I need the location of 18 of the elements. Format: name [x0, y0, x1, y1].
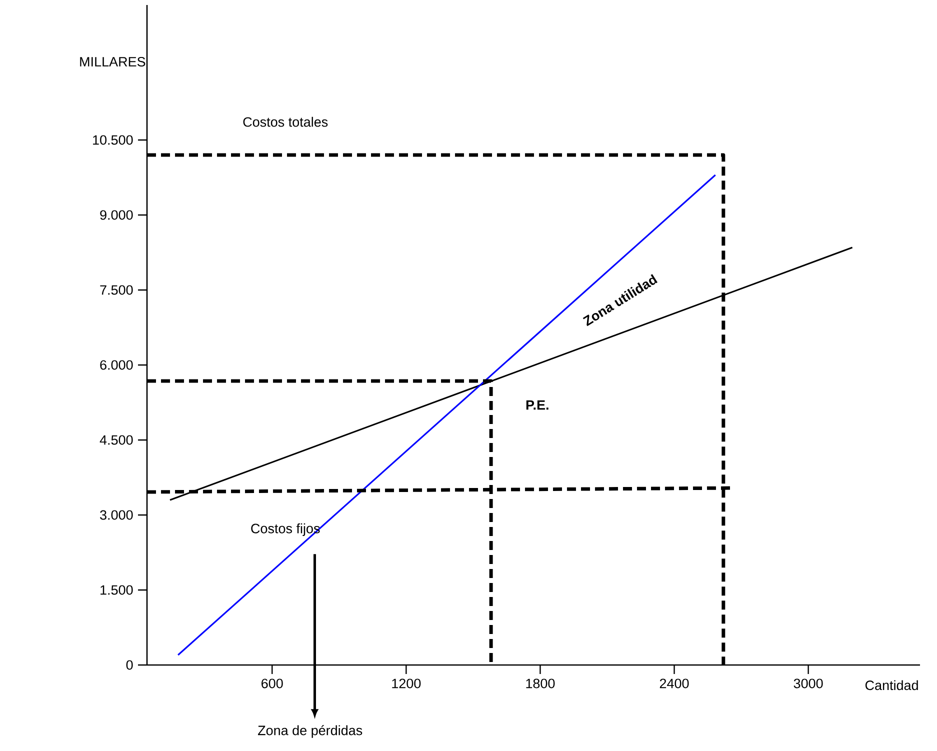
y-tick-label: 10.500 — [93, 135, 133, 145]
x-tick-label: 1800 — [526, 678, 555, 688]
y-axis-title: MILLARES — [80, 56, 146, 67]
annotation: Costos totales — [243, 116, 328, 127]
y-tick-label: 4.500 — [100, 435, 133, 445]
x-tick-label: 2400 — [660, 678, 689, 688]
y-tick-label: 6.000 — [100, 360, 133, 370]
x-axis-title: Cantidad — [865, 680, 918, 690]
y-tick-label: 3.000 — [100, 510, 133, 520]
y-tick-label: 9.000 — [100, 210, 133, 220]
x-tick-label: 600 — [262, 678, 283, 688]
x-tick-label: 1200 — [392, 678, 421, 688]
y-tick-label: 1.500 — [100, 585, 133, 595]
y-tick-label: 0 — [126, 660, 133, 670]
x-tick-label: 3000 — [794, 678, 823, 688]
annotation: P.E. — [526, 400, 548, 410]
text: Zona de pérdidas — [258, 725, 362, 738]
y-tick-label: 7.500 — [100, 285, 133, 295]
